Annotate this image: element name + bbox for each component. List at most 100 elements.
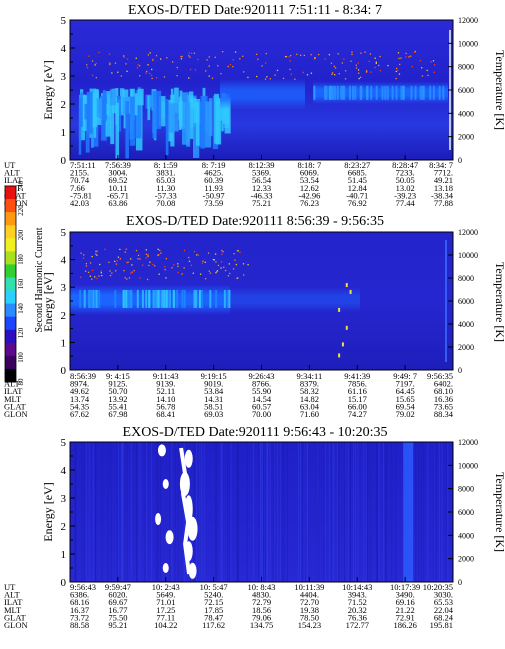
panel-1-table-cell: -42.96 — [298, 190, 320, 200]
panel-3-texture — [304, 442, 306, 582]
panel-2-texture — [124, 289, 127, 308]
panel-1-speckle — [333, 65, 335, 68]
panel-3-temperature-tick-label: 12000 — [458, 438, 478, 447]
panel-2-speckle — [145, 249, 148, 251]
panel-3-texture — [221, 442, 223, 582]
panel-1-speckle — [120, 75, 123, 77]
panel-2-texture — [183, 289, 186, 308]
panel-3-texture — [237, 442, 239, 582]
panel-1-energy-label: Energy [eV] — [41, 60, 55, 119]
panel-1-table-cell: 70.74 — [70, 175, 90, 185]
colorbar-swatch — [5, 368, 16, 383]
panel-1-speckle — [108, 53, 111, 55]
panel-3-energy-tick-label: 2 — [61, 521, 67, 533]
panel-3: EXOS-D/TED Date:920111 9:56:43 - 10:20:3… — [4, 425, 505, 630]
panel-1-texture — [330, 85, 333, 100]
panel-1-speckle — [350, 60, 352, 62]
panel-1-speckle — [155, 77, 158, 79]
panel-3-row-label: GLON — [4, 620, 28, 630]
panel-2-speckle — [130, 272, 132, 274]
panel-1-texture — [354, 85, 357, 100]
panel-3-features — [74, 442, 454, 582]
panel-2-speckle — [235, 263, 238, 266]
panel-2-table-cell: 8766. — [252, 379, 271, 389]
panel-1-table-cell: 7233. — [396, 168, 415, 178]
panel-1-temperature-tick-label: 10000 — [458, 39, 478, 48]
panel-1-texture — [422, 85, 425, 100]
panel-1-texture — [395, 85, 398, 100]
panel-1-speckle — [375, 62, 377, 64]
panel-3-texture — [201, 442, 203, 582]
panel-3-energy-tick-label: 4 — [61, 465, 67, 477]
panel-2-speckle — [237, 250, 239, 252]
panel-2-speckle — [98, 275, 100, 277]
panel-2-table-cell: 88.34 — [434, 409, 454, 419]
panel-3-row-label: ILAT — [4, 597, 23, 607]
panel-2-texture — [98, 289, 101, 308]
panel-2-speckle — [242, 263, 245, 265]
panel-1-texture — [421, 85, 424, 100]
panel-1-speckle — [409, 55, 412, 57]
panel-1-energy-tick-label: 5 — [61, 15, 67, 27]
panel-1-speckle — [94, 64, 96, 66]
panel-1-table-cell: 56.54 — [252, 175, 272, 185]
panel-1-speckle — [148, 72, 151, 75]
panel-1-speckle — [208, 75, 210, 77]
panel-2-temperature-tick-label: 10000 — [458, 251, 478, 260]
colorbar-tick-label: 240 — [17, 180, 25, 191]
panel-3-texture — [101, 442, 103, 582]
panel-2-speckle — [214, 253, 217, 255]
panel-3-texture — [395, 442, 397, 582]
panel-1-speckle — [152, 59, 154, 61]
panel-2-texture — [176, 289, 179, 308]
panel-1-texture — [391, 85, 394, 100]
panel-1-speckle — [430, 61, 432, 63]
panel-3-texture — [376, 442, 378, 582]
panel-3-texture — [355, 442, 357, 582]
panel-3-texture — [83, 442, 85, 582]
panel-3-texture — [126, 442, 128, 582]
panel-2-texture — [193, 289, 196, 308]
panel-1-texture — [179, 100, 183, 127]
panel-1-row-label: ALT — [4, 168, 21, 178]
panel-1-texture — [129, 96, 136, 146]
panel-3-texture — [336, 442, 338, 582]
colorbar-swatch — [5, 355, 16, 370]
panel-1-texture — [135, 90, 142, 139]
panel-2-table-cell: 58.51 — [204, 401, 223, 411]
colorbar: 80 100 120 140 160 180 200 220 240 — [4, 180, 25, 386]
panel-3-texture — [415, 442, 417, 582]
panel-3-texture — [215, 442, 217, 582]
panel-1-speckle — [88, 55, 90, 57]
panel-3-texture — [116, 442, 118, 582]
panel-1-table-cell: 77.88 — [434, 198, 453, 208]
colorbar-tick-label: 160 — [17, 278, 25, 289]
panel-2-speckle — [82, 257, 85, 259]
panel-2-speckle — [135, 249, 138, 252]
panel-3-texture — [433, 442, 435, 582]
panel-1-energy-tick-label: 4 — [61, 43, 67, 55]
panel-3-texture — [376, 442, 378, 582]
panel-3-texture — [370, 442, 372, 582]
panel-2-table-cell: 64.45 — [396, 386, 415, 396]
panel-1-speckle — [264, 62, 267, 64]
panel-3-texture — [157, 442, 159, 582]
panel-1-speckle — [351, 53, 353, 56]
panel-3-texture — [260, 442, 262, 582]
panel-1-table-cell: 8:34: 7 — [429, 160, 453, 170]
panel-1-texture — [438, 85, 441, 100]
panel-2-speckle — [96, 277, 98, 280]
panel-3-table-cell: 5240. — [204, 590, 223, 600]
panel-3-texture — [156, 442, 158, 582]
panel-2-speckle — [158, 254, 160, 256]
panel-3-texture — [316, 442, 318, 582]
panel-2-speckle — [100, 272, 103, 274]
panel-3-table-cell: 10: 8:43 — [247, 582, 275, 592]
panel-3-saturated-blob — [162, 479, 169, 489]
panel-2-speckle — [236, 277, 238, 279]
panel-2-speckle — [237, 277, 239, 279]
colorbar-tick-label: 220 — [17, 205, 25, 216]
panel-2-table-cell: 15.65 — [396, 394, 415, 404]
panel-3-texture — [391, 442, 393, 582]
panel-1-speckle — [359, 76, 362, 78]
